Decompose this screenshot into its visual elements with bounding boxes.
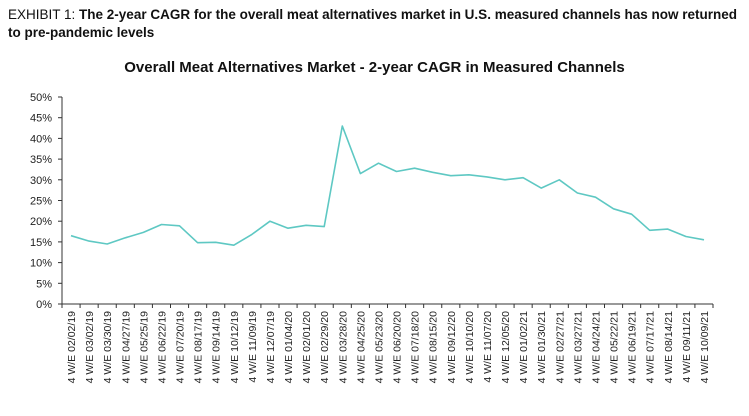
y-tick-label: 40% [30,133,52,145]
series-line [70,125,705,246]
y-tick-label: 5% [36,278,52,290]
x-tick-label: 4 W/E 06/22/19 [156,311,168,384]
x-tick-label: 4 W/E 09/14/19 [211,311,223,384]
x-tick-label: 4 W/E 03/28/20 [337,311,349,384]
y-tick-label: 0% [36,299,52,311]
y-tick-label: 35% [30,154,52,166]
y-tick-label: 45% [30,113,52,125]
y-tick-label: 10% [30,258,52,270]
x-tick-label: 4 W/E 02/02/19 [66,311,78,384]
x-tick-label: 4 W/E 09/11/21 [681,311,693,383]
x-tick-label: 4 W/E 03/30/19 [102,311,114,384]
x-tick-label: 4 W/E 01/30/21 [536,311,548,384]
x-tick-label: 4 W/E 03/27/21 [572,311,584,384]
x-tick-label: 4 W/E 11/09/19 [247,311,259,383]
y-tick-label: 25% [30,196,52,208]
chart-title: Overall Meat Alternatives Market - 2-yea… [124,59,625,76]
exhibit-caption: EXHIBIT 1: The 2-year CAGR for the overa… [8,6,743,42]
x-tick-label: 4 W/E 12/05/20 [500,311,512,384]
x-tick-label: 4 W/E 08/17/19 [193,311,205,384]
x-tick-label: 4 W/E 02/27/21 [554,311,566,384]
x-tick-label: 4 W/E 04/25/20 [355,311,367,384]
x-tick-label: 4 W/E 08/15/20 [428,311,440,384]
y-tick-label: 20% [30,216,52,228]
x-tick-label: 4 W/E 10/10/20 [464,311,476,384]
x-tick-label: 4 W/E 04/24/21 [590,311,602,384]
y-tick-label: 15% [30,237,52,249]
x-tick-label: 4 W/E 06/19/21 [627,311,639,384]
x-tick-label: 4 W/E 01/04/20 [283,311,295,384]
x-tick-label: 4 W/E 05/23/20 [373,311,385,384]
x-tick-label: 4 W/E 10/09/21 [699,311,711,384]
exhibit-text: The 2-year CAGR for the overall meat alt… [8,7,738,40]
y-tick-label: 30% [30,175,52,187]
x-tick-label: 4 W/E 09/12/20 [446,311,458,384]
y-tick-label: 50% [30,92,52,104]
x-tick-label: 4 W/E 01/02/21 [518,311,530,384]
x-tick-label: 4 W/E 07/20/19 [175,311,187,384]
x-tick-label: 4 W/E 04/27/19 [120,311,132,384]
x-tick-label: 4 W/E 06/20/20 [392,311,404,384]
x-tick-label: 4 W/E 02/01/20 [301,311,313,384]
x-tick-label: 4 W/E 05/22/21 [609,311,621,384]
x-tick-label: 4 W/E 07/17/21 [645,311,657,384]
x-tick-label: 4 W/E 03/02/19 [84,311,96,384]
x-tick-label: 4 W/E 08/14/21 [663,311,675,384]
x-tick-label: 4 W/E 10/12/19 [229,311,241,384]
x-tick-label: 4 W/E 11/07/20 [482,311,494,383]
x-tick-label: 4 W/E 12/07/19 [265,311,277,384]
x-tick-label: 4 W/E 07/18/20 [410,311,422,384]
x-tick-label: 4 W/E 02/29/20 [319,311,331,384]
x-tick-label: 4 W/E 05/25/19 [138,311,150,384]
exhibit-label: EXHIBIT 1: [8,7,76,22]
